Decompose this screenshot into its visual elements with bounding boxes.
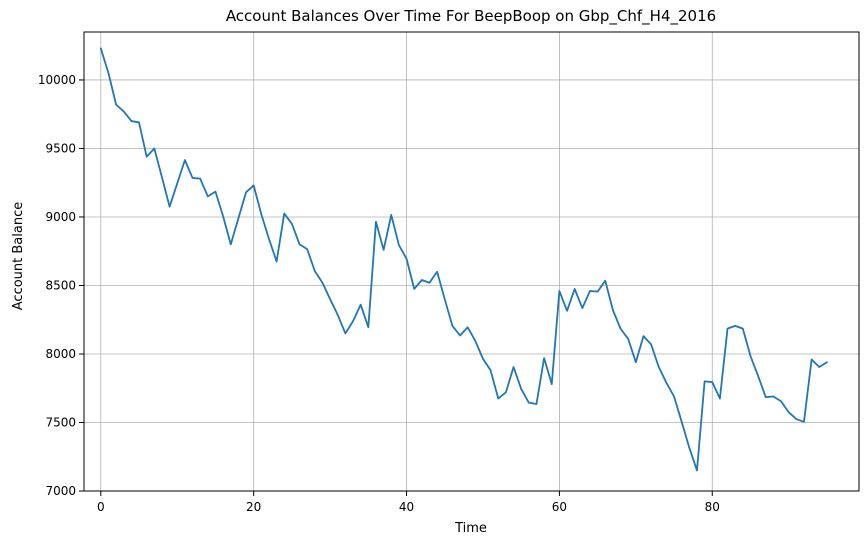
x-tick-label: 60 <box>552 500 567 514</box>
series-line <box>99 47 828 472</box>
y-tick-label: 9500 <box>45 141 76 155</box>
y-tick-label: 8500 <box>45 278 76 292</box>
chart-title: Account Balances Over Time For BeepBoop … <box>226 7 716 26</box>
y-tick-label: 7000 <box>45 484 76 498</box>
x-tick-label: 0 <box>97 500 105 514</box>
x-tick-label: 40 <box>399 500 414 514</box>
y-axis-ticks: 7000 7500 8000 8500 9000 9500 10000 <box>38 73 84 498</box>
grid-layer <box>84 32 859 492</box>
x-tick-label: 20 <box>246 500 261 514</box>
axes-layer <box>83 31 860 492</box>
plot-frame <box>83 31 860 492</box>
y-tick-label: 9000 <box>45 210 76 224</box>
x-tick-label: 80 <box>705 500 720 514</box>
y-axis-label: Account Balance <box>11 202 26 310</box>
series-layer <box>99 47 828 472</box>
x-axis-ticks: 0 20 40 60 80 <box>97 491 720 514</box>
y-tick-label: 7500 <box>45 415 76 429</box>
y-tick-label: 10000 <box>38 73 76 87</box>
x-axis-label: Time <box>454 521 487 536</box>
y-tick-label: 8000 <box>45 347 76 361</box>
